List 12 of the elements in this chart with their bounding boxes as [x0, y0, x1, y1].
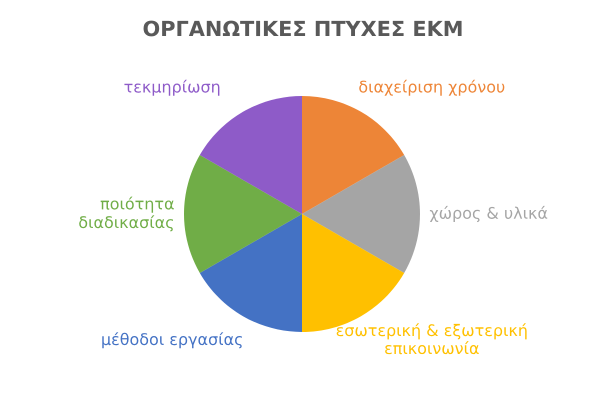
- slice-label: διαχείριση χρόνου: [359, 80, 504, 96]
- slice-label: ποιότητα διαδικασίας: [79, 196, 174, 232]
- pie-slice: [184, 155, 302, 273]
- slice-label: μέθοδοι εργασίας: [102, 332, 242, 348]
- pie-slice: [302, 96, 404, 214]
- pie-slice: [200, 96, 302, 214]
- slice-label: τεκμηρίωση: [124, 80, 220, 96]
- pie-slice: [302, 155, 420, 273]
- pie-slice: [200, 214, 302, 332]
- chart-title: ΟΡΓΑΝΩΤΙΚΕΣ ΠΤΥΧΕΣ ΕΚΜ: [144, 20, 462, 36]
- slice-label: εσωτερική & εξωτερική επικοινωνία: [336, 323, 527, 354]
- slice-label: χώρος & υλικά: [430, 206, 548, 222]
